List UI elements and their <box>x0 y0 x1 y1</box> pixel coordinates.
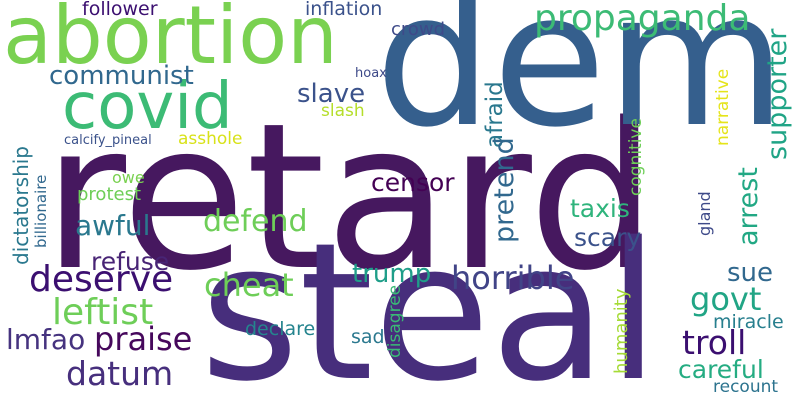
word-pretend: pretend <box>489 137 520 243</box>
word-leftist: leftist <box>52 292 154 333</box>
word-propaganda: propaganda <box>534 0 751 39</box>
word-scary: scary <box>574 223 642 252</box>
word-horrible: horrible <box>451 259 575 297</box>
word-billionaire: billionaire <box>32 174 50 248</box>
word-inflation: inflation <box>305 0 383 20</box>
word-lmfao: lmfao <box>6 323 86 356</box>
word-crowd: crowd <box>391 19 446 40</box>
word-hoax: hoax <box>355 66 387 81</box>
word-protest: protest <box>77 184 142 205</box>
word-steal: steal <box>200 202 660 400</box>
word-praise: praise <box>94 320 193 358</box>
word-troll: troll <box>682 323 747 362</box>
word-slash: slash <box>321 101 365 121</box>
word-sad: sad <box>351 326 385 348</box>
word-govt: govt <box>690 280 762 318</box>
word-refuse: refuse <box>91 247 170 276</box>
word-owe: owe <box>112 168 145 187</box>
word-careful: careful <box>678 355 764 384</box>
word-retard: retard <box>43 79 657 315</box>
word-cheat: cheat <box>204 266 294 304</box>
word-asshole: asshole <box>178 129 243 149</box>
word-miracle: miracle <box>713 311 784 333</box>
word-arrest: arrest <box>733 167 764 246</box>
word-censor: censor <box>371 168 455 197</box>
word-gland: gland <box>695 191 714 236</box>
word-deserve: deserve <box>29 259 174 300</box>
word-datum: datum <box>66 354 174 393</box>
word-sue: sue <box>727 258 774 288</box>
word-dictatorship: dictatorship <box>9 146 33 265</box>
word-covid: covid <box>62 70 233 144</box>
word-narrative: narrative <box>713 68 733 146</box>
word-defend: defend <box>203 204 308 239</box>
word-supporter: supporter <box>762 28 793 160</box>
word-awful: awful <box>75 209 151 242</box>
word-taxis: taxis <box>570 194 630 223</box>
word-recount: recount <box>713 377 779 397</box>
word-declare: declare <box>245 318 316 340</box>
word-humanity: humanity <box>611 288 632 375</box>
word-cognitive: cognitive <box>626 118 646 196</box>
word-disagree: disagree <box>385 284 405 358</box>
word-abortion: abortion <box>3 0 338 82</box>
word-trump: trump <box>352 259 432 289</box>
word-follower: follower <box>82 0 158 20</box>
word-dem: dem <box>375 0 787 168</box>
word-calcify-pineal: calcify_pineal <box>64 133 152 148</box>
word-slave: slave <box>297 79 366 109</box>
word-communist: communist <box>49 61 194 91</box>
